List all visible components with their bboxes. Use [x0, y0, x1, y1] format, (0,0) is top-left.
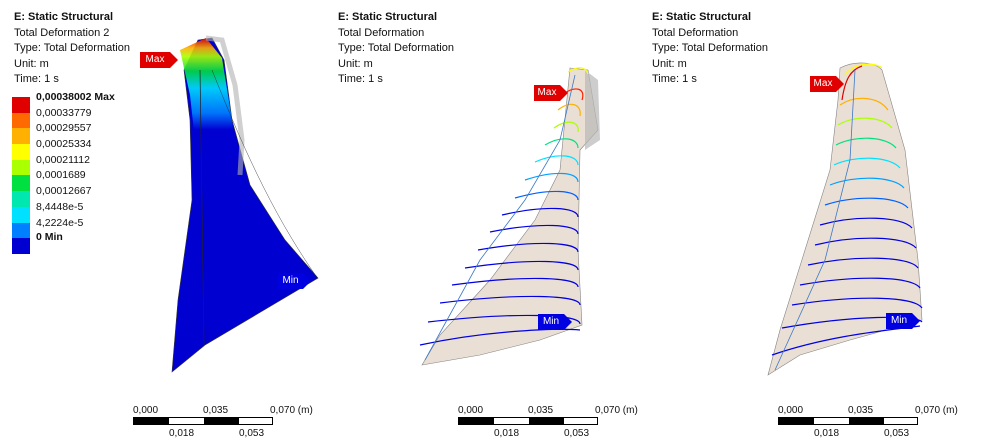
legend-swatch: [12, 191, 30, 207]
scale-tick-label: 0,053: [239, 428, 265, 439]
scale-tick-label: 0,000: [133, 405, 159, 416]
legend-min-label: 0 Min: [36, 231, 63, 243]
result-time: Time: 1 s: [652, 73, 697, 85]
scale-tick-label: 0,070 (m): [595, 405, 638, 416]
result-name: Total Deformation: [338, 26, 425, 39]
max-label: Max: [145, 54, 165, 65]
viewport-panel-2[interactable]: Max Min E: Static Structural Total Defor…: [330, 0, 650, 441]
scale-tick-label: 0,053: [884, 428, 910, 439]
blade-model-contour-1: [140, 35, 319, 373]
result-unit: Unit: m: [652, 57, 687, 70]
scale-tick-label: 0,018: [169, 428, 195, 439]
scale-bar-graphic: [458, 417, 598, 425]
legend-label: 0,00025334: [36, 138, 92, 151]
legend-swatch: [12, 238, 30, 254]
scale-bar-graphic: [133, 417, 273, 425]
result-info: E: Static Structural Total Deformation 2…: [14, 10, 130, 88]
scale-tick-label: 0,035: [848, 405, 874, 416]
scale-bar: 0,000 0,035 0,070 (m) 0,018 0,053: [778, 405, 958, 440]
scale-tick-label: 0,035: [203, 405, 229, 416]
scale-tick-label: 0,000: [458, 405, 484, 416]
scale-bar: 0,000 0,035 0,070 (m) 0,018 0,053: [458, 405, 638, 440]
min-label: Min: [542, 316, 560, 327]
result-info: E: Static Structural Total Deformation T…: [338, 10, 454, 88]
legend-swatch: [12, 222, 30, 239]
legend-swatch: [12, 159, 30, 176]
legend-label: 0,00033779: [36, 106, 92, 119]
legend-label: 0,00029557: [36, 122, 92, 135]
min-label: Min: [890, 315, 908, 326]
analysis-title: E: Static Structural: [14, 11, 114, 23]
result-type: Type: Total Deformation: [338, 42, 454, 54]
min-label: Min: [282, 275, 299, 286]
result-name: Total Deformation: [652, 26, 739, 39]
scale-tick-label: 0,018: [814, 428, 840, 439]
max-label: Max: [813, 78, 833, 89]
scale-tick-label: 0,053: [564, 428, 590, 439]
legend-swatch: [12, 112, 30, 129]
scale-tick-label: 0,018: [494, 428, 520, 439]
legend-label: 0,00038002 Max: [36, 91, 115, 103]
result-info: E: Static Structural Total Deformation T…: [652, 10, 768, 88]
legend-swatch: [12, 144, 30, 160]
result-time: Time: 1 s: [338, 73, 383, 85]
scale-bar-graphic: [778, 417, 918, 425]
scale-tick-label: 0,070 (m): [915, 405, 958, 416]
blade-model-streamlines-2: [419, 67, 600, 366]
analysis-title: E: Static Structural: [338, 11, 438, 23]
max-label: Max: [537, 87, 557, 98]
viewport-panel-3[interactable]: Max Min E: Static Structural Total Defor…: [650, 0, 1000, 441]
legend-swatch: [12, 97, 30, 113]
scale-bar: 0,000 0,035 0,070 (m) 0,018 0,053: [133, 405, 313, 440]
legend-swatch: [12, 128, 30, 145]
legend-label: 0,00021112: [36, 153, 90, 166]
legend-label: 4,2224e-5: [36, 216, 84, 229]
legend-label: 0,0001689: [36, 169, 86, 182]
legend-swatch: [12, 206, 30, 223]
legend-swatch: [12, 175, 30, 192]
legend-label: 0,00012667: [36, 185, 92, 198]
max-tag-1: [140, 52, 178, 68]
scale-tick-label: 0,000: [778, 405, 804, 416]
scale-tick-label: 0,070 (m): [270, 405, 313, 416]
min-tag-1: [278, 273, 311, 289]
result-unit: Unit: m: [338, 57, 373, 70]
analysis-title: E: Static Structural: [652, 11, 752, 23]
result-type: Type: Total Deformation: [652, 42, 768, 54]
scale-tick-label: 0,035: [528, 405, 554, 416]
result-unit: Unit: m: [14, 57, 49, 70]
viewport-panel-1[interactable]: Max Min E: Static Structural Total Defor…: [0, 0, 330, 441]
legend-label: 8,4448e-5: [36, 200, 84, 213]
result-name: Total Deformation 2: [14, 26, 110, 39]
result-type: Type: Total Deformation: [14, 42, 130, 54]
result-time: Time: 1 s: [14, 73, 59, 85]
blade-model-streamlines-3: [767, 62, 923, 376]
